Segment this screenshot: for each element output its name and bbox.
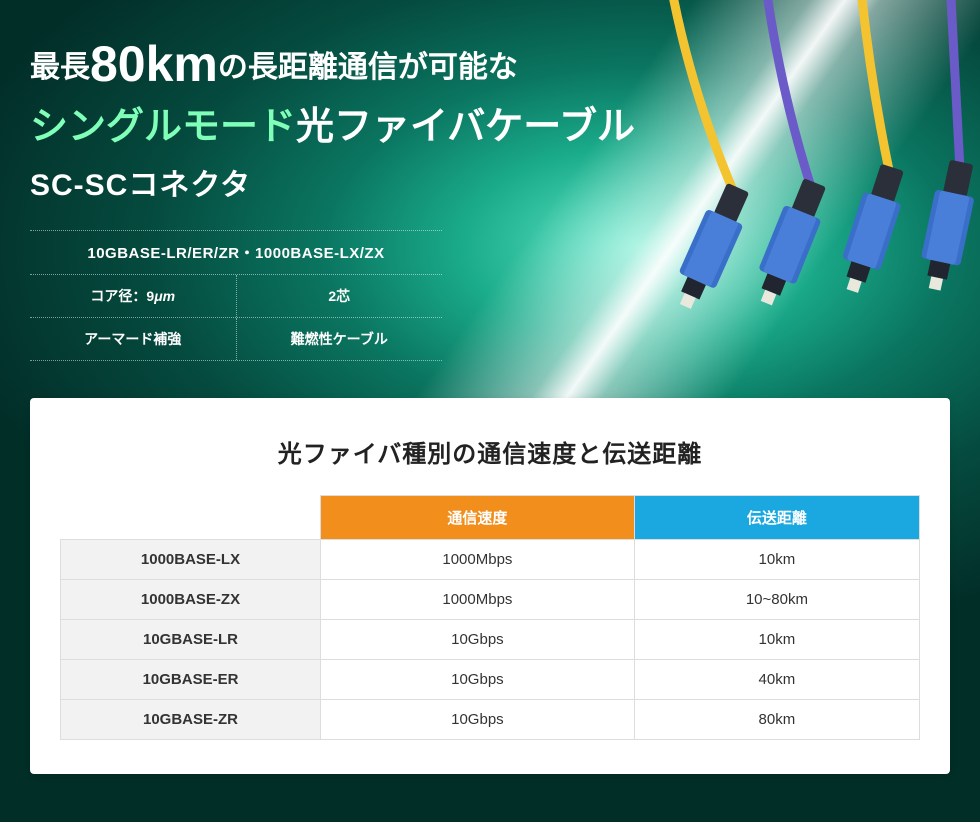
spec-core-count: 2芯 <box>237 275 443 317</box>
headline-big-value: 80km <box>90 36 218 92</box>
row-speed: 10Gbps <box>321 660 635 700</box>
table-corner-cell <box>61 496 321 540</box>
row-name: 10GBASE-ZR <box>61 700 321 740</box>
spec-row-2: コア径：9μm 2芯 <box>30 275 442 318</box>
row-dist: 10km <box>634 620 919 660</box>
connector-subtitle: SC-SCコネクタ <box>30 160 950 204</box>
row-name: 1000BASE-ZX <box>61 580 321 620</box>
row-speed: 10Gbps <box>321 700 635 740</box>
table-title: 光ファイバ種別の通信速度と伝送距離 <box>60 434 920 469</box>
table-header-row: 通信速度 伝送距離 <box>61 496 920 540</box>
row-name: 10GBASE-LR <box>61 620 321 660</box>
table-row: 10GBASE-ER 10Gbps 40km <box>61 660 920 700</box>
headline-line-1: 最長80kmの長距離通信が可能な <box>30 32 950 97</box>
headline-prefix: 最長 <box>30 51 90 84</box>
row-dist: 80km <box>634 700 919 740</box>
table-row: 10GBASE-LR 10Gbps 10km <box>61 620 920 660</box>
row-dist: 10km <box>634 540 919 580</box>
headline-accent: シングルモード <box>30 106 296 148</box>
fiber-spec-table: 通信速度 伝送距離 1000BASE-LX 1000Mbps 10km 1000… <box>60 495 920 740</box>
headline-line-2: シングルモード光ファイバケーブル <box>30 101 950 154</box>
row-dist: 40km <box>634 660 919 700</box>
hero-content: 最長80kmの長距離通信が可能な シングルモード光ファイバケーブル SC-SCコ… <box>0 0 980 361</box>
hero-banner: 最長80kmの長距離通信が可能な シングルモード光ファイバケーブル SC-SCコ… <box>0 0 980 822</box>
spec-flame-retardant: 難燃性ケーブル <box>237 318 443 360</box>
spec-core-diameter: コア径：9μm <box>30 275 237 317</box>
spec-standards: 10GBASE-LR/ER/ZR・1000BASE-LX/ZX <box>30 230 442 275</box>
spec-grid: 10GBASE-LR/ER/ZR・1000BASE-LX/ZX コア径：9μm … <box>30 230 442 361</box>
spec-table-card: 光ファイバ種別の通信速度と伝送距離 通信速度 伝送距離 1000BASE-LX … <box>30 398 950 774</box>
row-dist: 10~80km <box>634 580 919 620</box>
row-speed: 1000Mbps <box>321 580 635 620</box>
col-header-distance: 伝送距離 <box>634 496 919 540</box>
row-name: 1000BASE-LX <box>61 540 321 580</box>
table-row: 1000BASE-LX 1000Mbps 10km <box>61 540 920 580</box>
table-row: 10GBASE-ZR 10Gbps 80km <box>61 700 920 740</box>
row-name: 10GBASE-ER <box>61 660 321 700</box>
spec-armor: アーマード補強 <box>30 318 237 360</box>
spec-row-3: アーマード補強 難燃性ケーブル <box>30 318 442 361</box>
headline-suffix: の長距離通信が可能な <box>218 51 518 84</box>
table-row: 1000BASE-ZX 1000Mbps 10~80km <box>61 580 920 620</box>
headline-rest: 光ファイバケーブル <box>296 106 635 148</box>
row-speed: 1000Mbps <box>321 540 635 580</box>
col-header-speed: 通信速度 <box>321 496 635 540</box>
row-speed: 10Gbps <box>321 620 635 660</box>
